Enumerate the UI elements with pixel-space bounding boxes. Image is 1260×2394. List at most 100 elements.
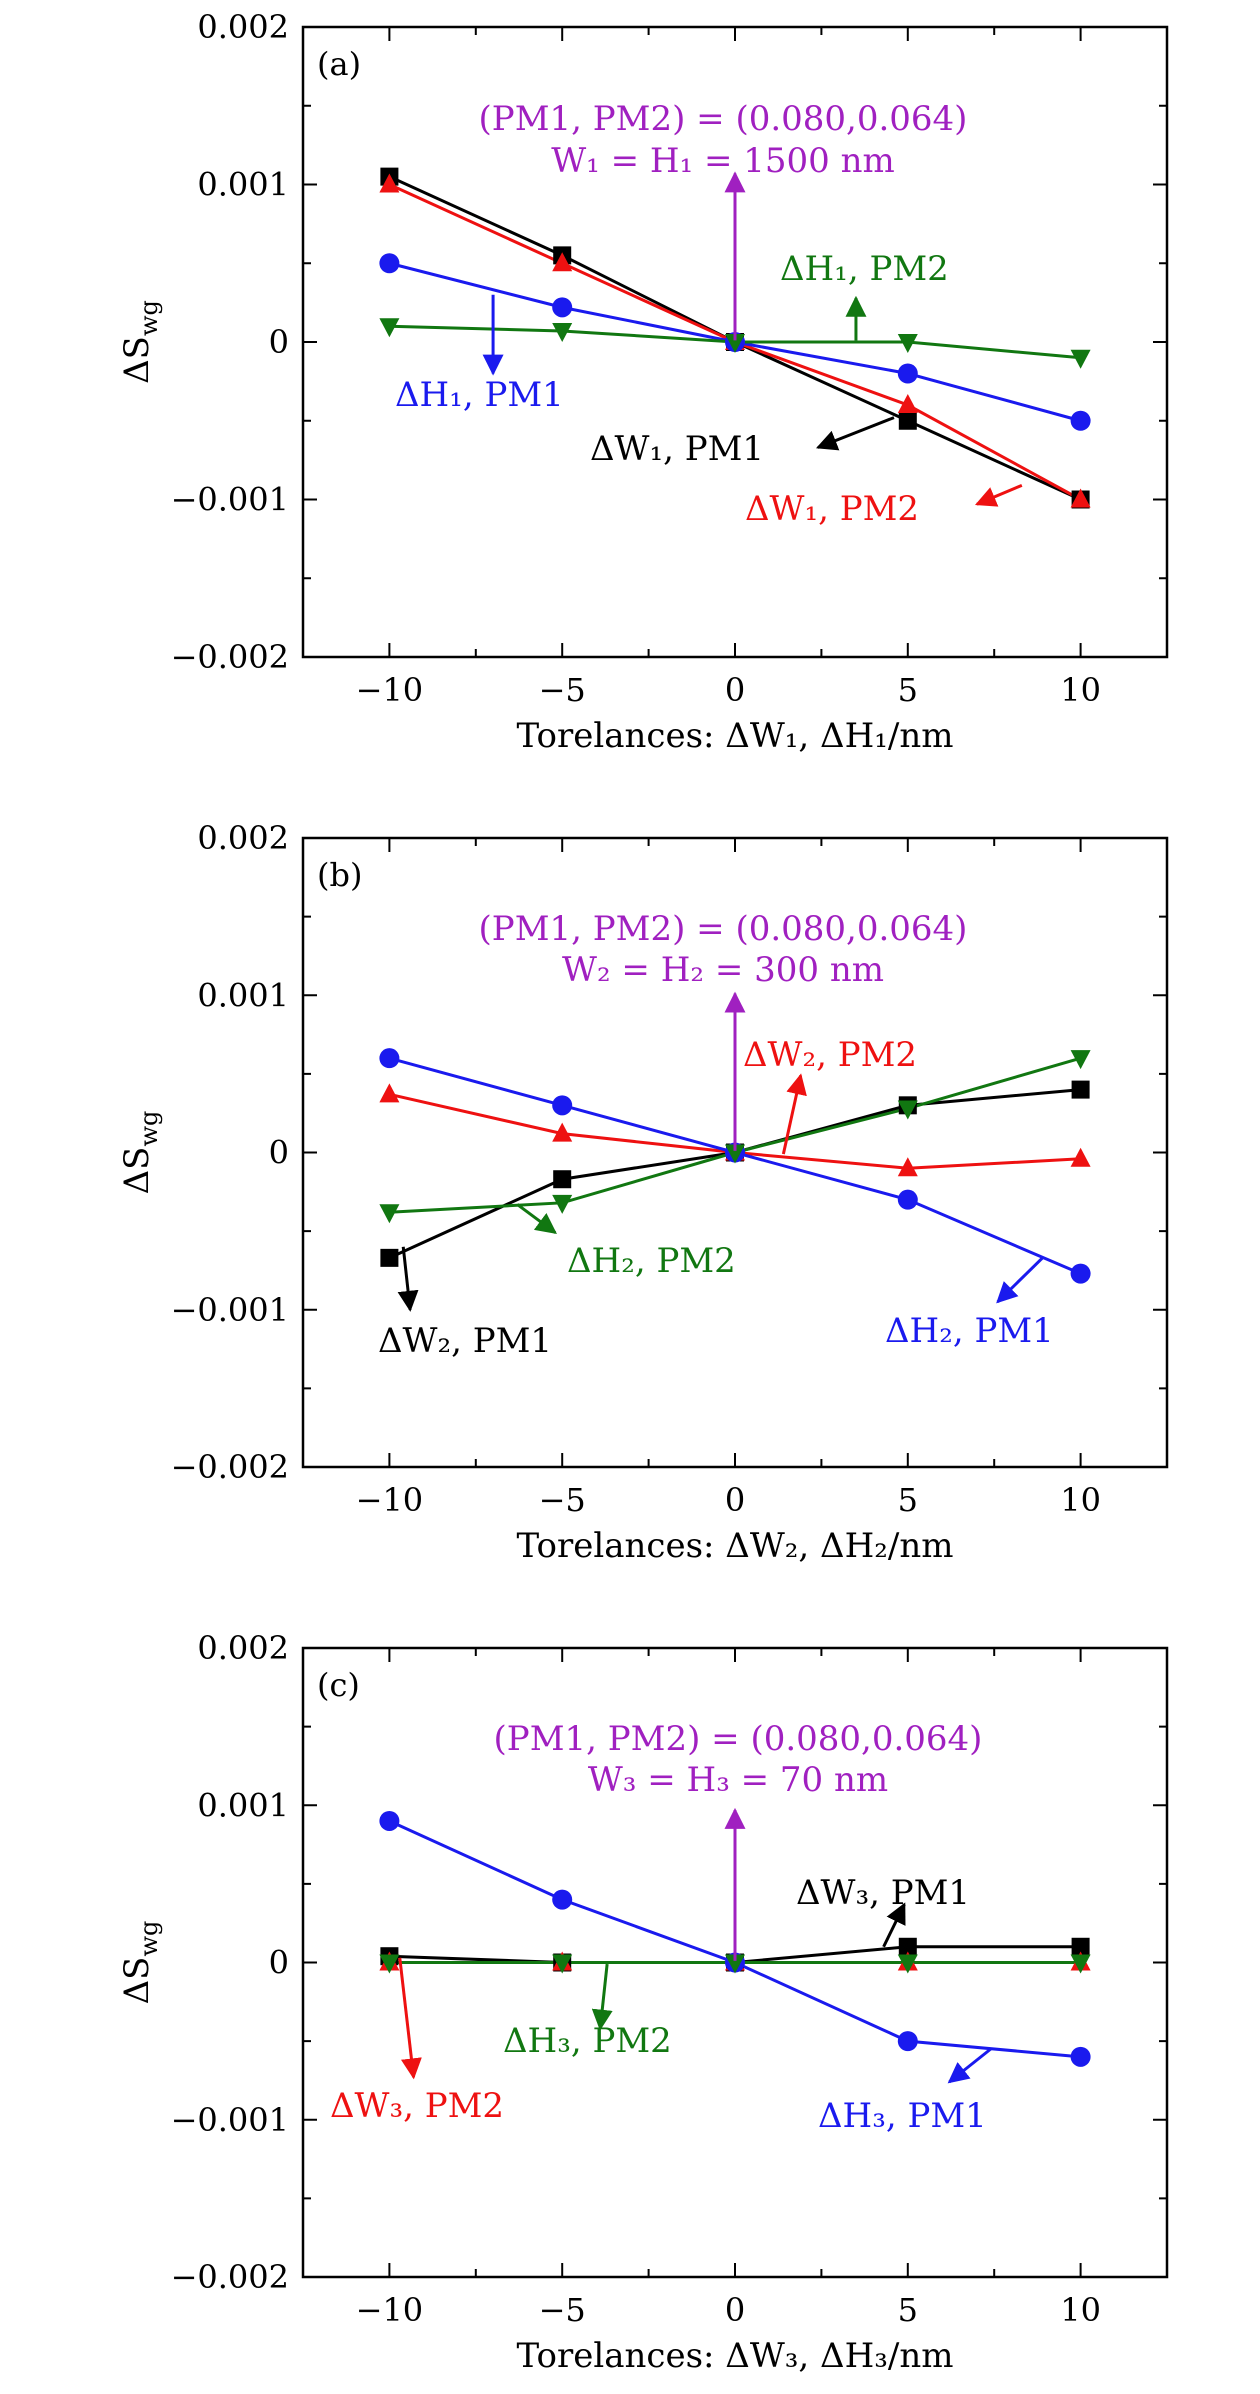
y-tick-label: −0.002: [171, 638, 289, 676]
annotation-arrow: [516, 1203, 557, 1234]
annotation-arrow: [781, 1073, 807, 1155]
annotation-arrow: [397, 1246, 419, 1312]
data-point: [897, 1189, 918, 1210]
y-tick-label: 0: [269, 1134, 289, 1172]
x-tick-label: 5: [898, 2291, 918, 2329]
panel-label: (b): [317, 856, 362, 894]
chart-panel-b: −10 −5 0 5 10 −0.002 −0.001 0 0.001 0.002 Torelanc…: [117, 819, 1169, 1566]
data-point: [1070, 410, 1091, 431]
data-point: [897, 363, 918, 384]
y-tick-label: 0.002: [197, 8, 289, 46]
data-point: [1070, 1050, 1091, 1070]
parameter-header-line: (PM1, PM2) = (0.080,0.064): [479, 909, 968, 949]
y-axis-title-subscript: wg: [135, 300, 163, 336]
annotation-label: ΔW₃, PM2: [330, 2086, 504, 2126]
data-point: [898, 1937, 917, 1956]
x-tick-label: −5: [539, 2291, 586, 2329]
y-tick-label: −0.002: [171, 1448, 289, 1486]
data-point: [552, 1194, 573, 1214]
data-point: [379, 1083, 400, 1103]
data-point: [379, 318, 400, 338]
data-point: [897, 2031, 918, 2052]
data-point: [553, 1170, 572, 1189]
data-point: [379, 1810, 400, 1831]
x-tick-label: 10: [1060, 2291, 1101, 2329]
y-axis-title-main: ΔS: [117, 1147, 157, 1195]
data-point: [897, 1954, 918, 1974]
data-point: [552, 252, 573, 272]
annotation-label: ΔH₂, PM2: [567, 1241, 736, 1281]
data-point: [380, 1248, 399, 1267]
data-point: [1071, 1080, 1090, 1099]
annotation-label: ΔW₁, PM2: [745, 489, 919, 529]
x-tick-label: −5: [539, 671, 586, 709]
parameter-header-line: W₃ = H₃ = 70 nm: [588, 1760, 888, 1800]
y-tick-label: 0.001: [197, 976, 289, 1014]
y-axis-title: ΔSwg: [117, 1921, 163, 2005]
parameter-header-line: W₁ = H₁ = 1500 nm: [551, 141, 895, 181]
y-axis-title-subscript: wg: [135, 1111, 163, 1147]
data-point: [1070, 349, 1091, 369]
y-tick-label: 0: [269, 1944, 289, 1982]
data-point: [379, 253, 400, 274]
annotation-arrow: [996, 1256, 1044, 1304]
x-axis-title: Torelances: ΔW₁, ΔH₁/nm: [517, 716, 954, 756]
y-tick-label: 0.001: [197, 166, 289, 204]
annotation-label: ΔW₂, PM1: [378, 1321, 552, 1361]
annotation-arrow: [591, 1963, 613, 2031]
annotation-label: ΔH₂, PM1: [885, 1311, 1054, 1351]
data-point: [725, 1144, 745, 1164]
annotation-label: ΔH₃, PM2: [503, 2021, 672, 2061]
annotation-label: ΔH₁, PM2: [780, 249, 949, 289]
parameter-header-line: (PM1, PM2) = (0.080,0.064): [479, 99, 968, 139]
x-tick-label: −5: [539, 1481, 586, 1519]
x-tick-label: −10: [356, 2291, 424, 2329]
y-axis-title: ΔSwg: [117, 1111, 163, 1195]
chart-panel-c: −10 −5 0 5 10 −0.002 −0.001 0 0.001 0.002 Torelanc…: [117, 1629, 1169, 2376]
data-point: [552, 1889, 573, 1910]
data-point: [379, 173, 400, 193]
annotation-label: ΔW₁, PM1: [590, 429, 764, 469]
data-point: [897, 1100, 918, 1120]
y-axis-title: ΔSwg: [117, 300, 163, 384]
data-point: [725, 1954, 745, 1974]
data-point: [379, 1954, 400, 1974]
data-point: [552, 1095, 573, 1116]
annotation-label: ΔW₃, PM1: [796, 1873, 970, 1913]
y-tick-label: −0.001: [171, 1291, 289, 1329]
y-tick-label: 0: [269, 323, 289, 361]
chart-panel-a: −10 −5 0 5 10 −0.002 −0.001 0 0.001 0.002 Torelanc…: [117, 8, 1169, 756]
x-tick-label: 0: [725, 671, 745, 709]
x-tick-label: 10: [1060, 671, 1101, 709]
x-tick-label: 5: [898, 1481, 918, 1519]
data-point: [1070, 2046, 1091, 2067]
annotation-arrow: [974, 483, 1023, 507]
data-point: [552, 322, 573, 342]
y-tick-label: 0.002: [197, 1629, 289, 1667]
annotation-arrow: [947, 2047, 992, 2084]
x-tick-label: −10: [356, 1481, 424, 1519]
y-tick-label: −0.001: [171, 481, 289, 519]
annotation-arrow: [398, 1957, 422, 2080]
data-point: [552, 1122, 573, 1142]
data-point: [552, 1954, 573, 1974]
annotation-arrow: [815, 416, 895, 451]
y-tick-label: −0.001: [171, 2101, 289, 2139]
x-tick-label: 0: [725, 2291, 745, 2329]
x-axis-title: Torelances: ΔW₃, ΔH₃/nm: [517, 2336, 954, 2376]
y-axis-title-main: ΔS: [117, 1957, 157, 2005]
panel-label: (a): [317, 45, 361, 83]
data-point: [897, 334, 918, 353]
data-point: [1071, 1937, 1090, 1956]
y-tick-label: 0.002: [197, 819, 289, 857]
annotation-label: ΔW₂, PM2: [743, 1035, 917, 1075]
x-tick-label: −10: [356, 671, 424, 709]
x-tick-label: 5: [898, 671, 918, 709]
y-axis-title-main: ΔS: [117, 336, 157, 384]
y-axis-title-subscript: wg: [135, 1921, 163, 1957]
annotation-label: ΔH₁, PM1: [395, 375, 564, 415]
data-point: [379, 1204, 400, 1224]
x-tick-label: 10: [1060, 1481, 1101, 1519]
data-point: [1070, 488, 1091, 508]
